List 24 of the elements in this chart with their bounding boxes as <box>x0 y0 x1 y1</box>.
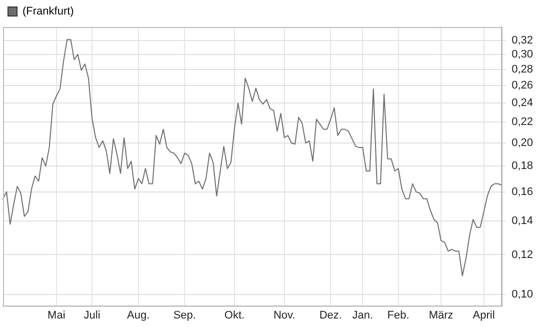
x-tick-label: Nov. <box>273 309 296 322</box>
legend-label: (Frankfurt) <box>22 6 74 18</box>
y-tick-label: 0,18 <box>512 160 534 172</box>
y-tick-label: 0,12 <box>512 248 534 261</box>
x-tick-label: Mai <box>48 309 66 322</box>
y-tick-label: 0,30 <box>512 48 534 60</box>
x-tick-label: Feb. <box>387 309 410 322</box>
y-tick-label: 0,22 <box>512 116 534 128</box>
y-tick-label: 0,20 <box>512 137 534 150</box>
x-tick-label: Aug. <box>127 309 150 322</box>
y-tick-label: 0,14 <box>512 215 534 228</box>
x-tick-label: Okt. <box>224 309 245 322</box>
x-tick-label: Dez. <box>319 309 342 322</box>
x-tick-label: März <box>428 309 454 322</box>
y-tick-label: 0,24 <box>512 97 534 110</box>
y-tick-label: 0,16 <box>512 186 534 198</box>
y-tick-label: 0,32 <box>512 34 534 46</box>
x-tick-label: Sep. <box>173 309 196 322</box>
y-tick-label: 0,26 <box>512 80 534 92</box>
y-tick-label: 0,10 <box>512 288 534 301</box>
x-tick-label: Jan. <box>352 309 374 322</box>
x-tick-label: April <box>472 309 495 322</box>
y-tick-label: 0,28 <box>512 63 534 76</box>
x-tick-label: Juli <box>84 309 100 322</box>
